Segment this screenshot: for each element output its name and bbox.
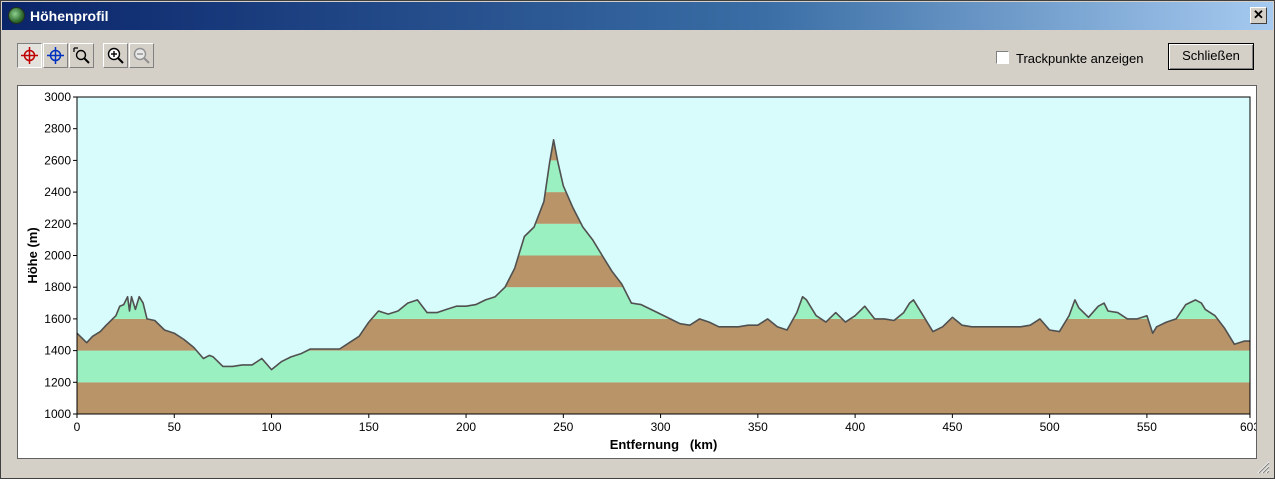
x-tick-label: 300 bbox=[651, 420, 671, 434]
crosshair-blue-button[interactable] bbox=[43, 43, 68, 68]
y-tick-label: 2200 bbox=[44, 217, 71, 231]
x-tick-label: 0 bbox=[74, 420, 81, 434]
x-tick-label: 603 bbox=[1240, 420, 1256, 434]
x-tick-label: 350 bbox=[748, 420, 768, 434]
elevation-band bbox=[77, 382, 1250, 414]
globe-icon bbox=[8, 7, 25, 24]
y-tick-label: 1800 bbox=[44, 280, 71, 294]
x-tick-label: 150 bbox=[359, 420, 379, 434]
crosshair-red-icon bbox=[21, 47, 38, 64]
y-tick-label: 2800 bbox=[44, 122, 71, 136]
y-axis-label: Höhe (m) bbox=[25, 227, 40, 283]
close-button[interactable]: Schließen bbox=[1168, 43, 1254, 70]
elevation-chart-panel: 1000 1200 1400 1600 1800 2000 2200 2400 2600 2800… bbox=[17, 85, 1260, 459]
x-tick-label: 50 bbox=[168, 420, 182, 434]
zoom-in-button[interactable] bbox=[103, 43, 128, 68]
zoom-box-button[interactable] bbox=[69, 43, 94, 68]
x-tick-label: 400 bbox=[845, 420, 865, 434]
trackpoints-checkbox[interactable] bbox=[996, 51, 1009, 64]
x-tick-label: 450 bbox=[942, 420, 962, 434]
elevation-line bbox=[76, 139, 1250, 371]
zoom-box-icon bbox=[73, 47, 90, 64]
elevation-chart[interactable]: 1000120014001600180020002200240026002800… bbox=[18, 86, 1260, 458]
x-axis-label: Entfernung (km) bbox=[610, 437, 718, 452]
x-tick-label: 550 bbox=[1137, 420, 1157, 434]
window-close-button[interactable]: ✕ bbox=[1250, 7, 1267, 24]
y-tick-label: 1600 bbox=[44, 312, 71, 326]
x-tick-label: 200 bbox=[456, 420, 476, 434]
y-tick-label: 3000 bbox=[44, 90, 71, 104]
crosshair-red-button[interactable] bbox=[17, 43, 42, 68]
y-tick-label: 1400 bbox=[44, 344, 71, 358]
zoom-in-icon bbox=[107, 47, 124, 64]
y-tick-label: 1000 bbox=[44, 407, 71, 421]
crosshair-blue-icon bbox=[47, 47, 64, 64]
x-tick-label: 250 bbox=[553, 420, 573, 434]
window-title: Höhenprofil bbox=[30, 8, 109, 24]
zoom-out-icon bbox=[133, 47, 150, 64]
x-tick-label: 100 bbox=[262, 420, 282, 434]
zoom-out-button[interactable] bbox=[129, 43, 154, 68]
resize-grip-icon[interactable] bbox=[1256, 460, 1270, 474]
x-tick-label: 500 bbox=[1040, 420, 1060, 434]
y-tick-label: 2000 bbox=[44, 249, 71, 263]
trackpoints-label[interactable]: Trackpunkte anzeigen bbox=[1016, 51, 1144, 66]
title-bar[interactable]: Höhenprofil ✕ bbox=[2, 2, 1273, 30]
y-tick-label: 2600 bbox=[44, 153, 71, 167]
y-tick-label: 2400 bbox=[44, 185, 71, 199]
y-tick-label: 1200 bbox=[44, 375, 71, 389]
